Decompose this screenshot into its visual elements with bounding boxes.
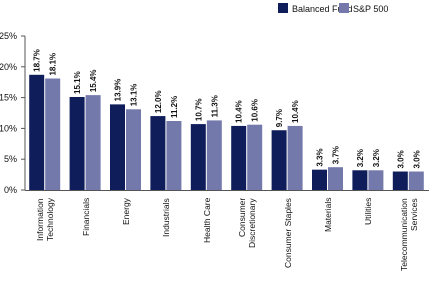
legend-swatch [339, 3, 349, 13]
bar [231, 125, 247, 190]
bar [287, 125, 303, 190]
x-tick-label: Materials [323, 198, 333, 233]
x-tick-label: Health Care [201, 198, 212, 244]
y-tick-label: 0% [4, 185, 17, 195]
y-tick-label: 25% [0, 31, 17, 41]
y-tick-label: 15% [0, 93, 17, 103]
bar [110, 104, 125, 190]
bar [206, 120, 222, 190]
bar [85, 95, 101, 190]
legend-swatch [278, 3, 288, 13]
data-label: 10.7% [194, 98, 203, 121]
data-label: 9.7% [275, 109, 284, 127]
data-label: 3.2% [356, 149, 365, 167]
data-label: 11.2% [170, 96, 179, 118]
data-label: 10.6% [251, 99, 260, 122]
data-label: 18.1% [49, 53, 58, 76]
bar [69, 96, 85, 190]
bar [150, 116, 166, 190]
bar [126, 109, 141, 190]
data-label: 15.4% [89, 69, 98, 92]
data-label: 15.1% [73, 71, 82, 94]
bar [408, 171, 424, 190]
data-label: 13.9% [114, 79, 123, 102]
bar [166, 121, 182, 190]
y-tick-label: 5% [4, 154, 17, 164]
bar [352, 170, 368, 190]
x-tick-label: Information Technology [35, 198, 56, 242]
data-label: 11.3% [210, 95, 219, 117]
bar [45, 78, 61, 190]
x-tick-label: Telecommunication Services [398, 198, 419, 271]
y-tick-label: 10% [0, 123, 17, 133]
x-tick-label: Industrials [161, 198, 172, 237]
y-tick-label: 20% [0, 62, 17, 72]
data-label: 3.0% [412, 150, 421, 168]
data-label: 3.0% [396, 150, 405, 168]
data-label: 13.1% [130, 84, 139, 107]
data-label: 10.4% [291, 100, 300, 123]
x-tick-label: Consumer Discretionary [237, 198, 258, 248]
data-label: 10.4% [235, 100, 244, 123]
legend-label: Balanced Fund [292, 4, 353, 14]
x-tick-label: Energy [121, 198, 131, 225]
data-label: 3.2% [372, 149, 381, 167]
bar [271, 130, 287, 190]
x-tick-label: Utilities [363, 198, 374, 226]
bar [247, 124, 263, 190]
data-label: 3.7% [332, 146, 341, 164]
bar [328, 167, 343, 190]
data-label: 12.0% [154, 90, 163, 113]
bar [29, 74, 45, 190]
data-label: 18.7% [33, 49, 42, 72]
x-tick-label: Consumer Staples [282, 198, 293, 268]
bar [190, 124, 206, 190]
bar [392, 171, 408, 190]
legend-label: S&P 500 [353, 4, 388, 14]
bar [312, 169, 327, 190]
bar [368, 170, 384, 190]
x-tick-label: Financials [80, 198, 91, 237]
data-label: 3.3% [316, 148, 325, 166]
